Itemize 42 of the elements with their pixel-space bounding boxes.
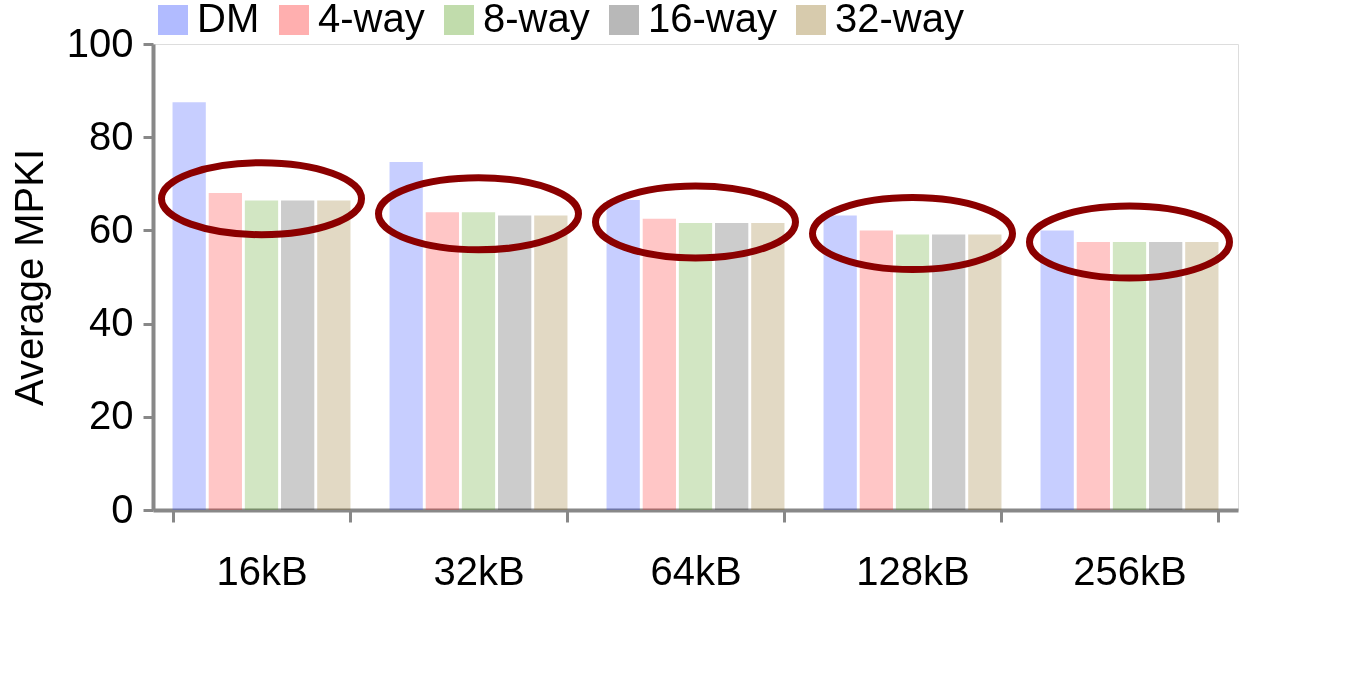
x-tick-label: 256kB bbox=[1073, 548, 1187, 593]
y-tick-label: 100 bbox=[66, 20, 134, 65]
y-tick-label: 60 bbox=[89, 206, 134, 251]
legend-label: 8-way bbox=[483, 0, 590, 40]
y-axis-title: Average MPKI bbox=[6, 148, 51, 407]
bar bbox=[678, 222, 713, 510]
legend-label: 32-way bbox=[835, 0, 964, 40]
bar bbox=[1149, 242, 1183, 510]
bar bbox=[606, 200, 640, 510]
bar bbox=[317, 200, 351, 510]
bar bbox=[244, 200, 279, 510]
x-tick-label: 32kB bbox=[433, 548, 525, 593]
bar bbox=[425, 212, 459, 510]
y-tick-label: 0 bbox=[111, 486, 134, 531]
bar bbox=[498, 215, 532, 510]
bar bbox=[642, 218, 676, 510]
bar bbox=[823, 215, 857, 510]
bar bbox=[172, 102, 206, 510]
x-tick-label: 64kB bbox=[650, 548, 742, 593]
legend-label: DM bbox=[197, 0, 260, 40]
bar bbox=[859, 230, 893, 510]
bar bbox=[715, 222, 749, 510]
bar bbox=[968, 234, 1002, 510]
bar bbox=[281, 200, 315, 510]
y-tick-label: 20 bbox=[89, 393, 134, 438]
legend-label: 4-way bbox=[318, 0, 425, 40]
bar bbox=[1076, 242, 1110, 510]
bar bbox=[895, 234, 930, 510]
bar bbox=[534, 215, 568, 510]
bar bbox=[1185, 242, 1219, 510]
bar bbox=[208, 193, 242, 510]
bar bbox=[1040, 230, 1074, 510]
bar bbox=[932, 234, 966, 510]
bar bbox=[461, 212, 496, 510]
x-tick-label: 16kB bbox=[216, 548, 308, 593]
bar bbox=[1112, 242, 1147, 510]
y-tick-label: 40 bbox=[89, 300, 134, 345]
bar bbox=[751, 222, 785, 510]
y-tick-label: 80 bbox=[89, 113, 134, 158]
x-tick-label: 128kB bbox=[856, 548, 970, 593]
bar bbox=[389, 161, 423, 510]
legend-label: 16-way bbox=[648, 0, 777, 40]
